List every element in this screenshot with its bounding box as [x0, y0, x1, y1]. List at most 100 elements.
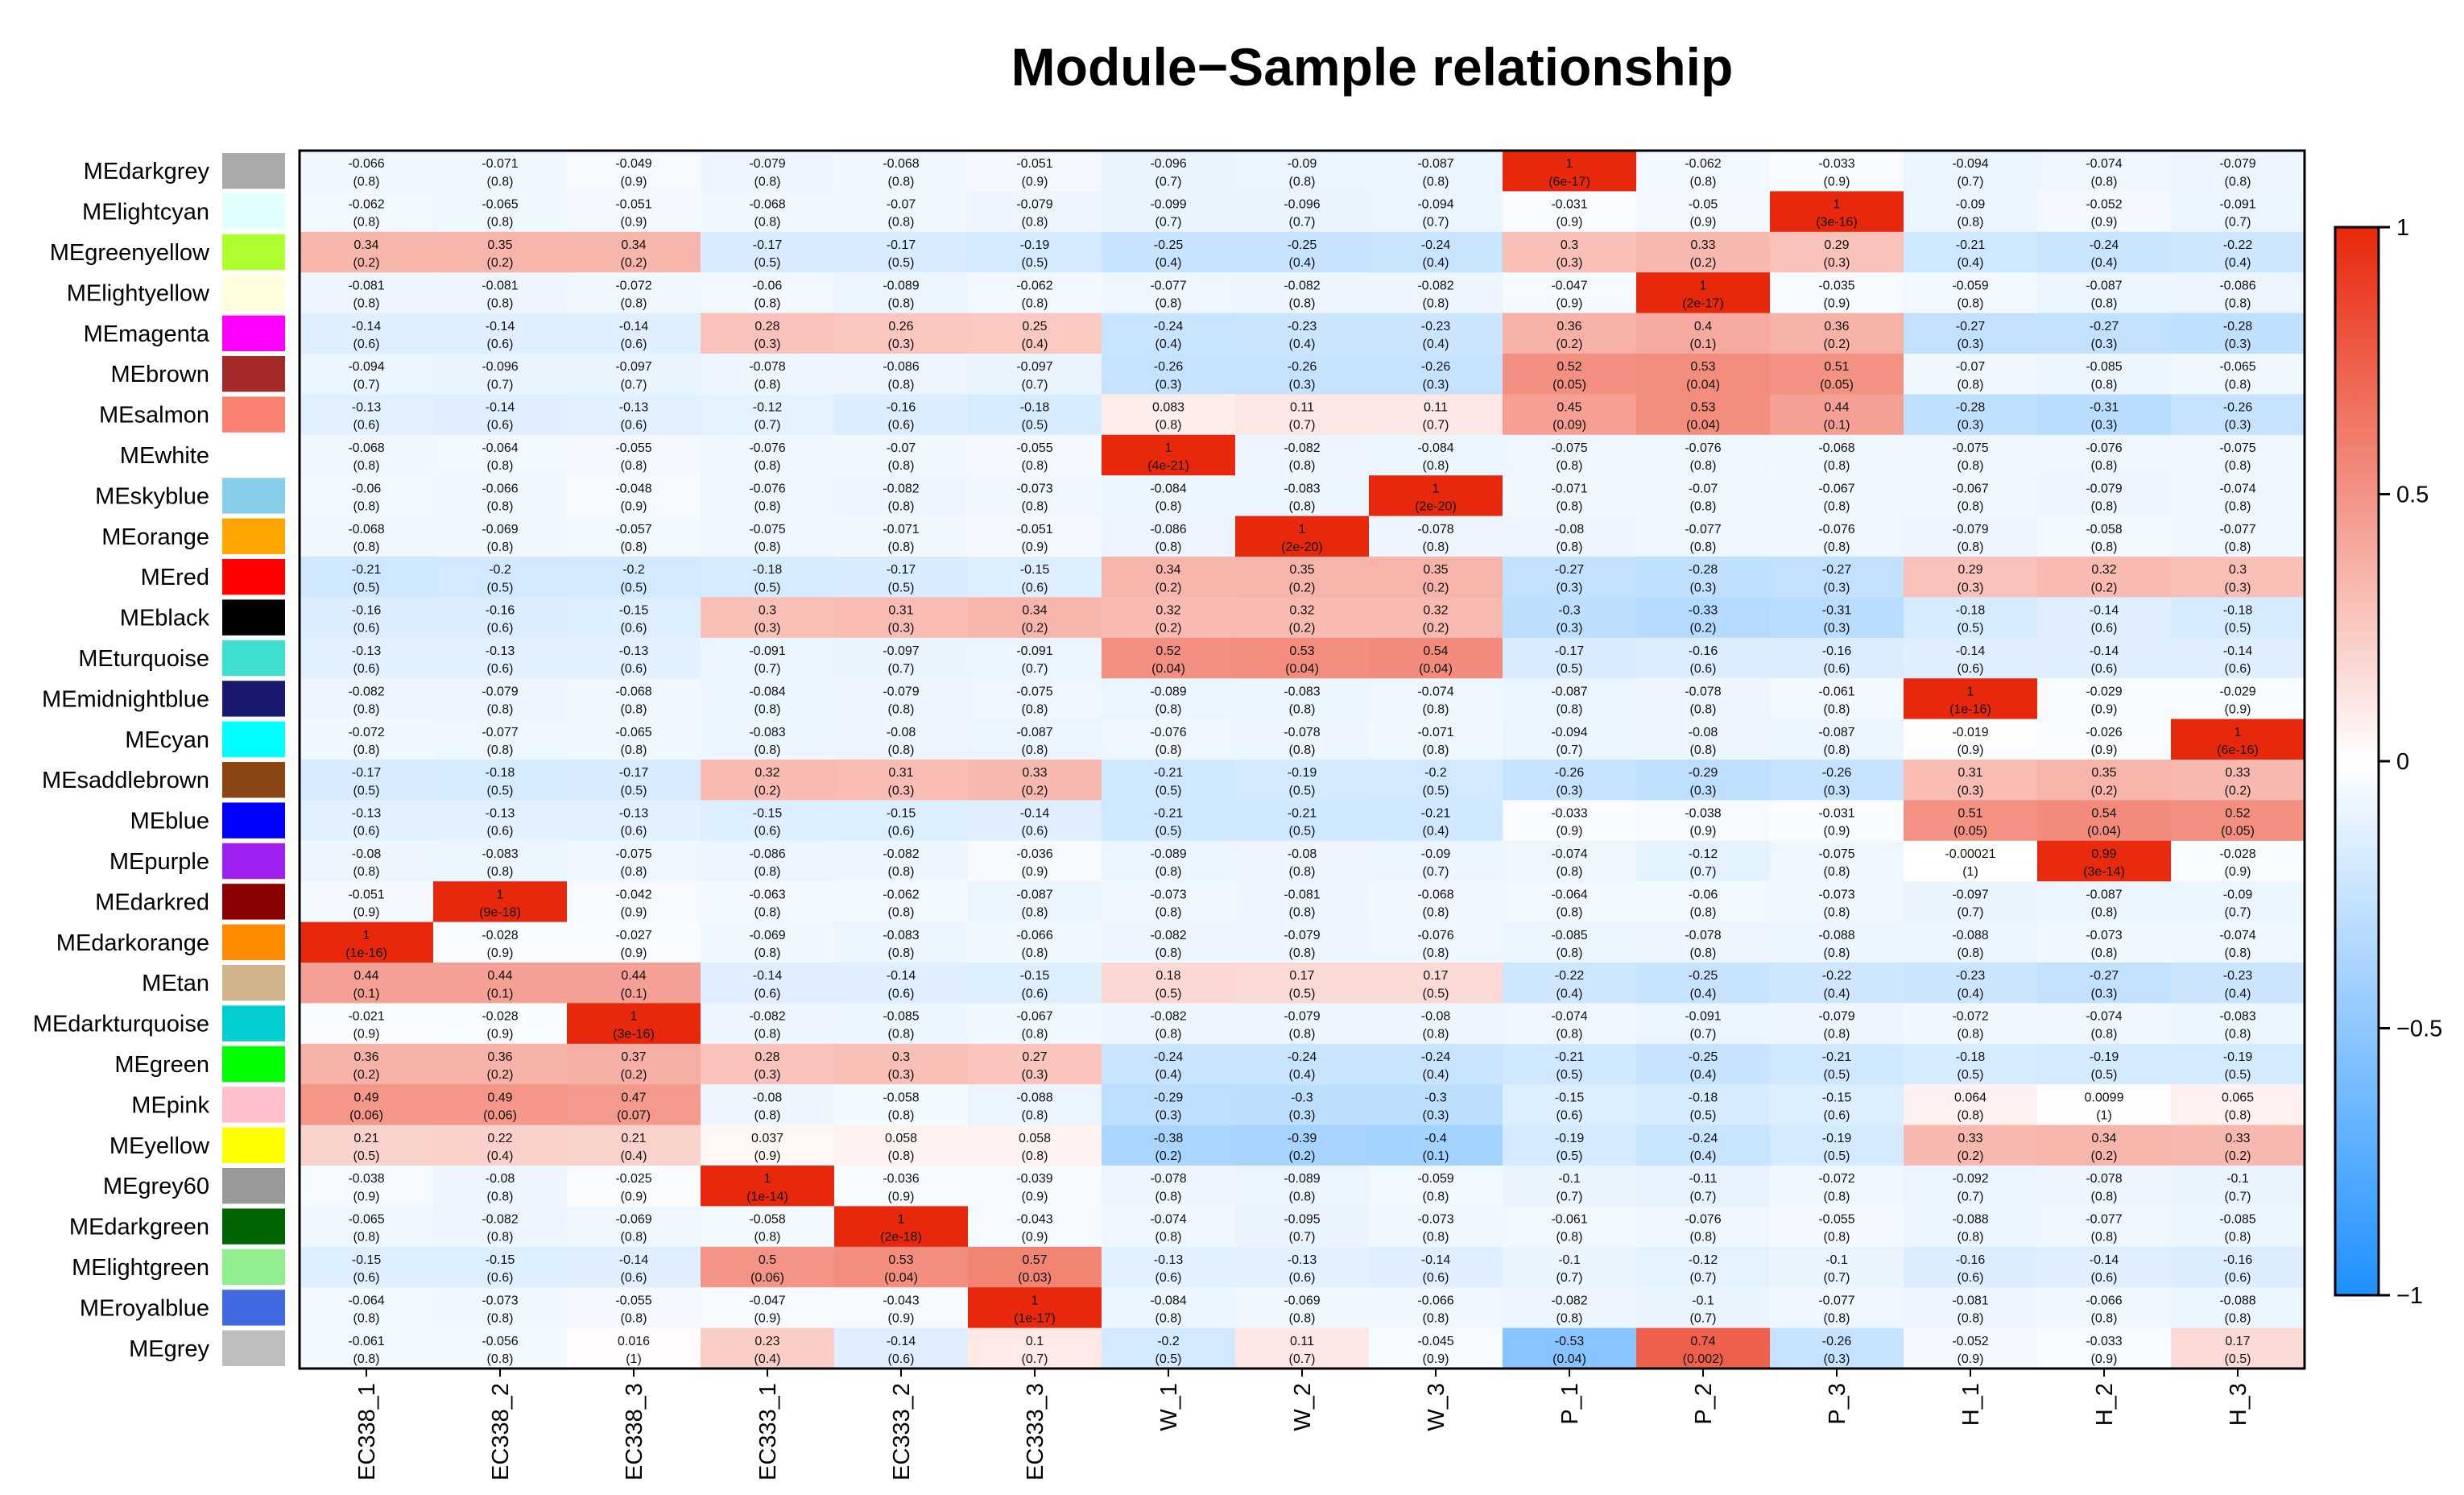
cell-pvalue: (0.4) [1156, 338, 1182, 351]
cell-pvalue: (0.6) [487, 662, 514, 676]
cell-pvalue: (0.8) [2225, 175, 2251, 188]
heatmap-cell [701, 151, 835, 192]
cell-correlation: -0.083 [1284, 685, 1320, 698]
cell-pvalue: (0.8) [1156, 703, 1182, 717]
cell-pvalue: (0.8) [1289, 500, 1316, 514]
cell-correlation: -0.078 [1685, 685, 1721, 698]
cell-pvalue: (0.8) [754, 216, 781, 230]
cell-pvalue: (0.3) [1557, 784, 1583, 797]
cell-pvalue: (0.5) [1289, 987, 1316, 1000]
cell-correlation: -0.047 [749, 1294, 785, 1307]
heatmap-cell [2171, 394, 2305, 436]
heatmap-cell [1102, 921, 1236, 963]
heatmap-cell [1369, 394, 1503, 436]
cell-pvalue: (0.4) [1690, 1068, 1717, 1082]
cell-correlation: -0.058 [749, 1213, 785, 1227]
cell-correlation: -0.087 [2086, 279, 2122, 292]
cell-pvalue: (0.03) [1018, 1271, 1052, 1285]
heatmap-cell [2037, 434, 2172, 476]
cell-pvalue: (0.7) [621, 378, 647, 391]
cell-pvalue: (0.2) [2091, 581, 2118, 594]
cell-correlation: -0.047 [1551, 279, 1587, 292]
cell-pvalue: (0.8) [487, 1352, 514, 1366]
cell-correlation: -0.15 [486, 1253, 515, 1267]
cell-correlation: 0.34 [621, 238, 646, 252]
cell-pvalue: (0.6) [754, 825, 781, 839]
cell-correlation: -0.076 [749, 482, 785, 495]
cell-correlation: -0.076 [1417, 929, 1453, 942]
cell-correlation: -0.07 [887, 198, 916, 212]
cell-correlation: -0.22 [1555, 969, 1585, 983]
cell-pvalue: (0.9) [888, 1190, 915, 1203]
cell-pvalue: (0.8) [1824, 500, 1850, 514]
cell-pvalue: (0.8) [1156, 500, 1182, 514]
cell-correlation: -0.079 [749, 157, 785, 171]
cell-pvalue: (0.9) [621, 500, 647, 514]
cell-correlation: -0.27 [2090, 969, 2119, 983]
cell-pvalue: (0.7) [353, 378, 380, 391]
heatmap-cell [567, 800, 701, 842]
heatmap-cell [433, 840, 568, 882]
cell-correlation: -0.087 [1016, 888, 1052, 901]
cell-correlation: -0.22 [1822, 969, 1852, 983]
heatmap-cell [2171, 800, 2305, 842]
cell-correlation: -0.097 [1016, 360, 1052, 374]
cell-pvalue: (0.2) [621, 1068, 647, 1082]
heatmap-cell [1636, 394, 1771, 436]
cell-pvalue: (0.4) [1690, 1149, 1717, 1163]
cell-pvalue: (0.6) [1156, 1271, 1182, 1285]
heatmap-cell [1770, 1166, 1904, 1207]
cell-correlation: -0.082 [1551, 1294, 1587, 1307]
cell-pvalue: (0.8) [353, 1352, 380, 1366]
heatmap-cell [2037, 597, 2172, 639]
heatmap-cell [300, 557, 434, 598]
cell-correlation: -0.24 [1154, 320, 1184, 333]
cell-correlation: -0.074 [1551, 847, 1587, 861]
heatmap-cell [1770, 557, 1904, 598]
heatmap-cell [300, 1043, 434, 1085]
cell-correlation: -0.065 [615, 726, 651, 739]
cell-pvalue: (6e-17) [1548, 175, 1590, 188]
heatmap-cell [968, 800, 1102, 842]
heatmap-cell [834, 1166, 969, 1207]
cell-correlation: -0.097 [883, 644, 919, 658]
heatmap-cell [834, 1206, 969, 1248]
cell-pvalue: (0.9) [1690, 216, 1717, 230]
cell-pvalue: (0.8) [1289, 865, 1316, 879]
cell-correlation: 0.016 [618, 1335, 650, 1348]
cell-pvalue: (0.6) [621, 419, 647, 433]
cell-pvalue: (0.8) [1824, 1028, 1850, 1042]
row-label: MEdarkgreen [69, 1215, 209, 1240]
cell-pvalue: (1e-16) [1949, 703, 1991, 717]
cell-correlation: 0.44 [487, 969, 512, 983]
cell-pvalue: (0.4) [754, 1352, 781, 1366]
cell-pvalue: (0.5) [1958, 622, 1984, 636]
cell-correlation: -0.065 [348, 1213, 384, 1227]
heatmap-cell [1102, 231, 1236, 273]
cell-correlation: 0.34 [1022, 604, 1047, 618]
cell-pvalue: (0.8) [1156, 865, 1182, 879]
heatmap-cell [2171, 719, 2305, 760]
cell-correlation: -0.066 [1016, 929, 1052, 942]
cell-correlation: -0.078 [749, 360, 785, 374]
heatmap-cell [1102, 191, 1236, 233]
heatmap-cell [300, 516, 434, 557]
cell-correlation: -0.073 [1417, 1213, 1453, 1227]
heatmap-cell [433, 1166, 568, 1207]
heatmap-cell [567, 475, 701, 517]
cell-pvalue: (0.8) [353, 1312, 380, 1326]
cell-pvalue: (0.9) [888, 1312, 915, 1326]
heatmap-cell [968, 881, 1102, 923]
module-swatch [222, 153, 285, 189]
cell-pvalue: (0.07) [617, 1109, 651, 1123]
heatmap-cell [1235, 191, 1370, 233]
heatmap-cell [433, 354, 568, 395]
row-label: MEturquoise [78, 646, 209, 672]
cell-pvalue: (0.8) [2225, 1028, 2251, 1042]
cell-correlation: -0.078 [1685, 929, 1721, 942]
heatmap-cell [567, 963, 701, 1004]
cell-correlation: -0.22 [2223, 238, 2253, 252]
cell-pvalue: (0.8) [1022, 946, 1048, 960]
legend-tick-label: −0.5 [2396, 1017, 2442, 1042]
heatmap-cell [1369, 1084, 1503, 1126]
